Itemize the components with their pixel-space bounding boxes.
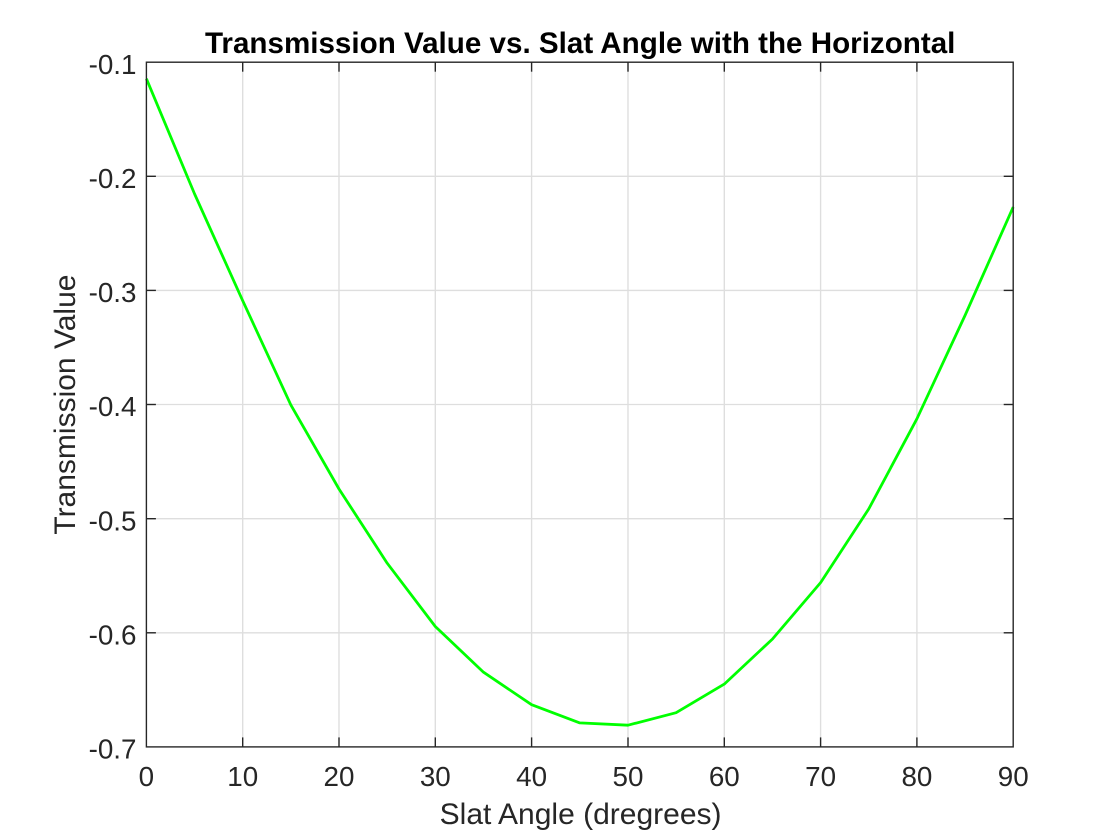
svg-text:-0.1: -0.1: [89, 49, 137, 80]
svg-text:-0.7: -0.7: [89, 734, 137, 765]
svg-text:80: 80: [901, 761, 932, 792]
svg-text:60: 60: [709, 761, 740, 792]
svg-text:-0.3: -0.3: [89, 277, 137, 308]
svg-text:Transmission Value vs. Slat An: Transmission Value vs. Slat Angle with t…: [205, 27, 955, 60]
svg-text:Slat Angle (dregrees): Slat Angle (dregrees): [440, 798, 722, 831]
svg-text:20: 20: [324, 761, 355, 792]
svg-text:30: 30: [420, 761, 451, 792]
svg-text:40: 40: [516, 761, 547, 792]
svg-text:Transmission Value: Transmission Value: [49, 275, 82, 535]
svg-text:-0.6: -0.6: [89, 620, 137, 651]
svg-text:70: 70: [805, 761, 836, 792]
svg-text:-0.5: -0.5: [89, 505, 137, 536]
svg-text:-0.4: -0.4: [89, 391, 137, 422]
svg-text:10: 10: [227, 761, 258, 792]
svg-text:0: 0: [139, 761, 154, 792]
svg-text:-0.2: -0.2: [89, 163, 137, 194]
svg-text:90: 90: [998, 761, 1029, 792]
svg-text:50: 50: [613, 761, 644, 792]
